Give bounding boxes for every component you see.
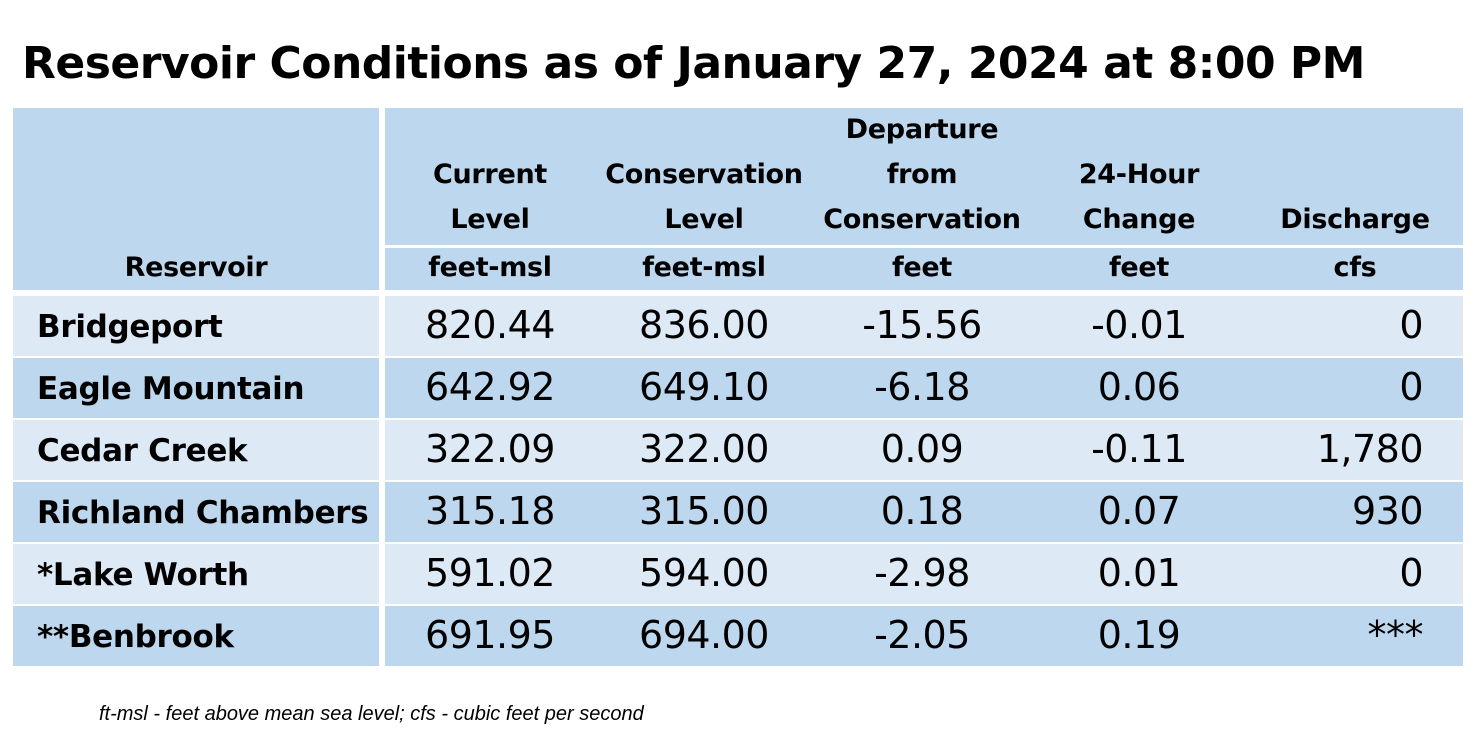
- page-title: Reservoir Conditions as of January 27, 2…: [22, 38, 1365, 89]
- column-unit-label: feet-msl: [642, 252, 766, 283]
- table-row: Cedar Creek 322.09 322.00 0.09 -0.11 1,7…: [13, 420, 1463, 480]
- reservoir-name: Bridgeport: [37, 309, 223, 345]
- change-24h-value: 0.07: [1097, 489, 1181, 533]
- column-label-line: Departure: [845, 114, 999, 145]
- column-header-departure: Departure from Conservation feet: [813, 108, 1031, 290]
- column-label-line: Conservation: [605, 159, 803, 190]
- current-level-value: 820.44: [425, 303, 555, 347]
- table-row: **Benbrook 691.95 694.00 -2.05 0.19 ***: [13, 606, 1463, 666]
- table-header: [13, 108, 1463, 290]
- column-label-line: from: [886, 159, 958, 190]
- column-header-24-hour-change: 24-Hour Change feet: [1031, 108, 1247, 290]
- departure-value: -15.56: [862, 303, 982, 347]
- column-label-line: Level: [450, 204, 530, 235]
- change-24h-value: 0.19: [1097, 613, 1181, 657]
- discharge-value: 0: [1399, 365, 1423, 409]
- discharge-value: 1,780: [1316, 427, 1424, 471]
- reservoir-table: Reservoir Current Level feet-msl Conserv…: [13, 108, 1463, 668]
- column-label-line: Discharge: [1280, 204, 1430, 235]
- conservation-level-value: 315.00: [639, 489, 769, 533]
- column-header-reservoir: Reservoir: [13, 108, 379, 290]
- header-unit-divider: [385, 245, 1463, 248]
- departure-value: 0.09: [880, 427, 964, 471]
- column-unit-label: feet: [1108, 252, 1170, 283]
- discharge-value: ***: [1367, 613, 1424, 657]
- conservation-level-value: 322.00: [639, 427, 769, 471]
- column-unit-label: feet-msl: [428, 252, 552, 283]
- column-unit-label: cfs: [1333, 252, 1377, 283]
- conservation-level-value: 649.10: [639, 365, 769, 409]
- column-unit-label: Reservoir: [124, 252, 268, 283]
- change-24h-value: -0.01: [1091, 303, 1187, 347]
- footnote: ft-msl - feet above mean sea level; cfs …: [99, 703, 644, 725]
- change-24h-value: -0.11: [1091, 427, 1187, 471]
- discharge-value: 0: [1399, 551, 1423, 595]
- current-level-value: 315.18: [425, 489, 555, 533]
- column-header-conservation-level: Conservation Level feet-msl: [595, 108, 813, 290]
- departure-value: -2.05: [874, 613, 970, 657]
- reservoir-name: Cedar Creek: [37, 433, 248, 469]
- reservoir-name: **Benbrook: [37, 619, 234, 655]
- discharge-value: 0: [1399, 303, 1423, 347]
- column-divider: [379, 108, 385, 668]
- table-row: Richland Chambers 315.18 315.00 0.18 0.0…: [13, 482, 1463, 542]
- column-label-line: Current: [432, 159, 547, 190]
- conservation-level-value: 594.00: [639, 551, 769, 595]
- change-24h-value: 0.01: [1097, 551, 1181, 595]
- reservoir-name: Richland Chambers: [37, 495, 369, 531]
- departure-value: -2.98: [874, 551, 970, 595]
- table-row: *Lake Worth 591.02 594.00 -2.98 0.01 0: [13, 544, 1463, 604]
- header-body-divider: [13, 290, 1463, 296]
- column-label-line: Change: [1082, 204, 1196, 235]
- column-label-line: Level: [664, 204, 744, 235]
- reservoir-name: Eagle Mountain: [37, 371, 305, 407]
- column-header-discharge: Discharge cfs: [1247, 108, 1463, 290]
- current-level-value: 642.92: [425, 365, 555, 409]
- column-header-current-level: Current Level feet-msl: [385, 108, 595, 290]
- current-level-value: 322.09: [425, 427, 555, 471]
- discharge-value: 930: [1351, 489, 1424, 533]
- conservation-level-value: 836.00: [639, 303, 769, 347]
- table-row: Bridgeport 820.44 836.00 -15.56 -0.01 0: [13, 296, 1463, 356]
- current-level-value: 591.02: [425, 551, 555, 595]
- current-level-value: 691.95: [425, 613, 555, 657]
- change-24h-value: 0.06: [1097, 365, 1181, 409]
- departure-value: 0.18: [880, 489, 964, 533]
- column-label-line: Conservation: [823, 204, 1021, 235]
- conservation-level-value: 694.00: [639, 613, 769, 657]
- table-row: Eagle Mountain 642.92 649.10 -6.18 0.06 …: [13, 358, 1463, 418]
- departure-value: -6.18: [874, 365, 970, 409]
- reservoir-name: *Lake Worth: [37, 557, 249, 593]
- column-label-line: 24-Hour: [1078, 159, 1200, 190]
- column-unit-label: feet: [891, 252, 953, 283]
